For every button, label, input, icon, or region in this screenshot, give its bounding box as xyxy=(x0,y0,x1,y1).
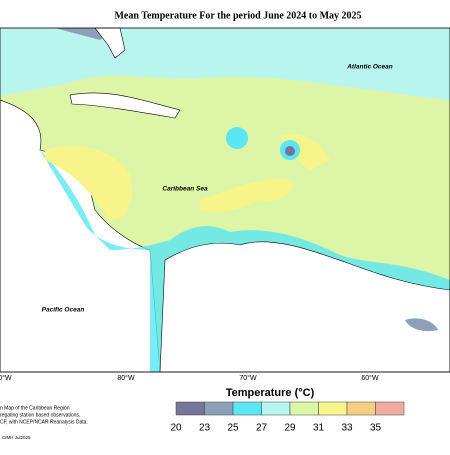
longitude-label: 70°W xyxy=(239,374,257,382)
legend-swatch xyxy=(204,401,234,416)
footnote: CF, with NCEP/NCAR Reanalysis Data. xyxy=(0,419,88,425)
credit: CIMH Jul2025 xyxy=(2,435,31,440)
legend-tick-label: 25 xyxy=(227,423,239,434)
legend-swatch xyxy=(289,401,319,416)
legend-swatch xyxy=(261,401,291,416)
legend-tick-label: 35 xyxy=(370,423,382,434)
longitude-label: 60°W xyxy=(361,374,379,382)
land xyxy=(69,92,181,119)
map-frame xyxy=(0,27,450,373)
legend-tick-label: 23 xyxy=(199,423,211,434)
legend-swatch xyxy=(232,401,262,416)
legend-tick-label: 31 xyxy=(313,423,325,434)
ocean-label: Atlantic Ocean xyxy=(346,64,393,71)
legend-tick-label: 27 xyxy=(256,423,268,434)
legend-swatch xyxy=(318,401,348,416)
warm-patch xyxy=(200,179,293,212)
cool-patch xyxy=(405,318,438,332)
warm-patch xyxy=(45,146,132,220)
legend-tick-label: 29 xyxy=(284,423,296,434)
longitude-label: 80°W xyxy=(117,374,135,382)
legend-tick-label: 33 xyxy=(341,423,353,434)
land xyxy=(159,241,450,373)
cool-patch xyxy=(226,127,248,149)
cool-patch xyxy=(285,146,295,156)
footnote: regating station based observations, xyxy=(0,412,80,418)
legend-swatch xyxy=(346,401,376,416)
longitude-label: 0°W xyxy=(0,374,12,382)
title: Mean Temperature For the period June 202… xyxy=(114,10,361,21)
legend-swatch xyxy=(375,401,405,416)
map xyxy=(0,27,450,373)
legend-title: Temperature (°C) xyxy=(226,387,315,399)
ocean-label: Pacific Ocean xyxy=(42,307,85,314)
sea-label: Caribbean Sea xyxy=(162,186,208,193)
footnote: n Map of the Caribbean Region xyxy=(0,405,70,411)
legend-swatch xyxy=(175,401,205,416)
legend-tick-label: 20 xyxy=(170,423,182,434)
